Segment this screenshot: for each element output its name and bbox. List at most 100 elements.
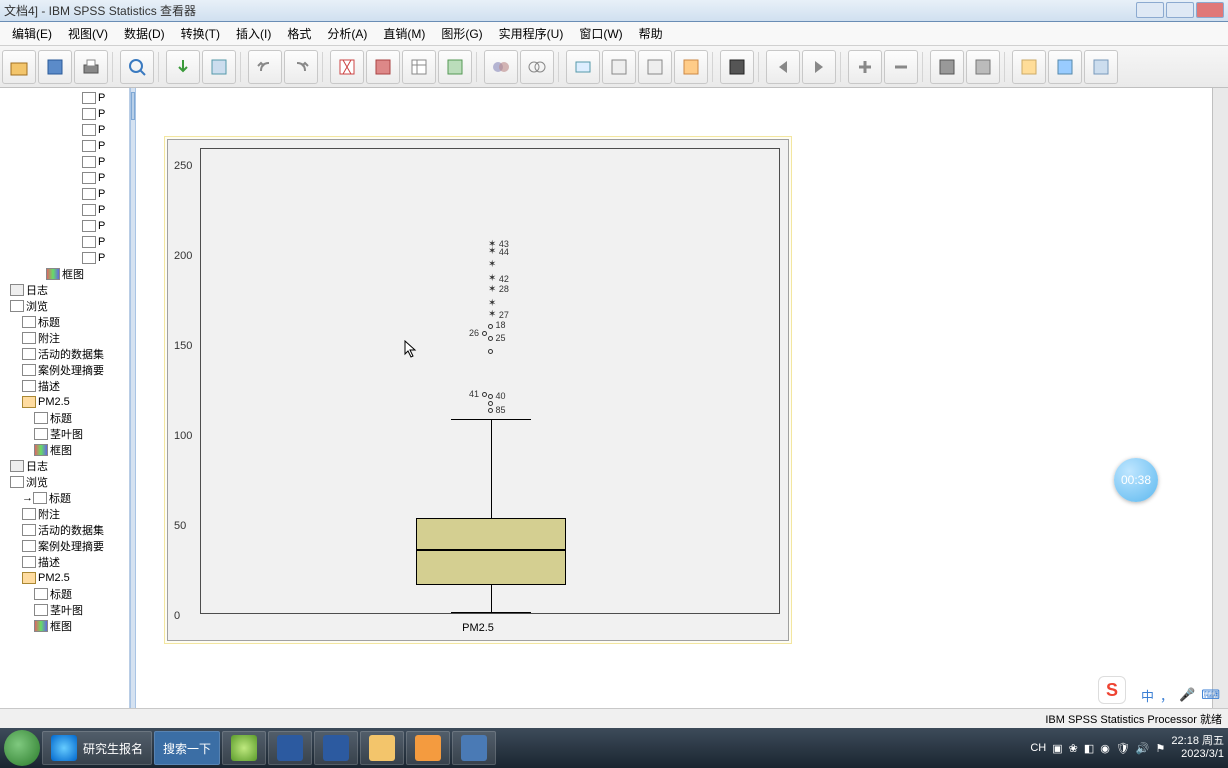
tray-icon[interactable]: ❀ bbox=[1069, 742, 1078, 755]
zoom-in-button[interactable] bbox=[848, 50, 882, 84]
menu-format[interactable]: 格式 bbox=[279, 25, 319, 42]
tray-icon[interactable]: 🔊 bbox=[1136, 742, 1150, 755]
tb-misc5[interactable] bbox=[1084, 50, 1118, 84]
insert-text-button[interactable] bbox=[566, 50, 600, 84]
sogou-ime-icon[interactable]: S bbox=[1098, 676, 1126, 704]
menu-analyze[interactable]: 分析(A) bbox=[319, 25, 375, 42]
tree-activeds2[interactable]: 活动的数据集 bbox=[38, 522, 104, 538]
menu-transform[interactable]: 转换(T) bbox=[173, 25, 228, 42]
tree-pm25[interactable]: PM2.5 bbox=[38, 396, 70, 408]
tree-desc2[interactable]: 描述 bbox=[38, 554, 60, 570]
run-button[interactable] bbox=[674, 50, 708, 84]
menu-directmarketing[interactable]: 直销(M) bbox=[375, 25, 433, 42]
tree-stemleaf[interactable]: 茎叶图 bbox=[50, 426, 83, 442]
redo-button[interactable] bbox=[284, 50, 318, 84]
tree-explore[interactable]: 浏览 bbox=[26, 298, 48, 314]
tree-item[interactable]: P bbox=[0, 234, 129, 250]
ime-voice-icon[interactable]: 🎤 bbox=[1179, 687, 1195, 703]
tree-note2[interactable]: 附注 bbox=[38, 506, 60, 522]
tb-misc1[interactable] bbox=[930, 50, 964, 84]
taskbar-explorer[interactable] bbox=[360, 731, 404, 765]
tree-item[interactable]: P bbox=[0, 138, 129, 154]
save-button[interactable] bbox=[38, 50, 72, 84]
tb-misc3[interactable] bbox=[1012, 50, 1046, 84]
taskbar-search[interactable]: 搜索一下 bbox=[154, 731, 220, 765]
ime-bar[interactable]: 中 ， 🎤 ⌨ bbox=[1141, 684, 1220, 706]
tree-subtitle[interactable]: 标题 bbox=[50, 410, 72, 426]
tree-log[interactable]: 日志 bbox=[26, 282, 48, 298]
tree-stemleaf2[interactable]: 茎叶图 bbox=[50, 602, 83, 618]
outline-tree[interactable]: PPPPPPPPPPP 框图 日志 浏览 标题 附注 活动的数据集 案例处理摘要… bbox=[0, 88, 130, 728]
tree-note[interactable]: 附注 bbox=[38, 330, 60, 346]
tree-boxplot-sub2[interactable]: 框图 bbox=[50, 618, 72, 634]
system-tray[interactable]: CH ▣ ❀ ◧ ◉ 🛡 🔊 ⚑ 22:18 周五 2023/3/1 bbox=[1030, 735, 1224, 761]
tree-casesum2[interactable]: 案例处理摘要 bbox=[38, 538, 104, 554]
taskbar-app1[interactable] bbox=[222, 731, 266, 765]
tray-icon[interactable]: 🛡 bbox=[1116, 742, 1130, 755]
preview-button[interactable] bbox=[120, 50, 154, 84]
menu-edit[interactable]: 编辑(E) bbox=[4, 25, 60, 42]
tree-title2[interactable]: 标题 bbox=[49, 490, 71, 506]
insert-title-button[interactable] bbox=[520, 50, 554, 84]
menu-window[interactable]: 窗口(W) bbox=[571, 25, 630, 42]
tree-item[interactable]: P bbox=[0, 186, 129, 202]
tb-misc2[interactable] bbox=[966, 50, 1000, 84]
maximize-button[interactable] bbox=[1166, 2, 1194, 18]
tray-icon[interactable]: ▣ bbox=[1052, 742, 1062, 755]
forward-button[interactable] bbox=[802, 50, 836, 84]
tree-explore2[interactable]: 浏览 bbox=[26, 474, 48, 490]
insert-heading-button[interactable] bbox=[484, 50, 518, 84]
tree-item[interactable]: P bbox=[0, 202, 129, 218]
menu-insert[interactable]: 插入(I) bbox=[228, 25, 279, 42]
tray-clock[interactable]: 22:18 周五 2023/3/1 bbox=[1171, 735, 1224, 761]
designate-window-button[interactable] bbox=[720, 50, 754, 84]
tray-ime[interactable]: CH bbox=[1030, 742, 1046, 754]
ime-keyboard-icon[interactable]: ⌨ bbox=[1201, 687, 1220, 703]
print-button[interactable] bbox=[74, 50, 108, 84]
tb-misc4[interactable] bbox=[1048, 50, 1082, 84]
taskbar-media[interactable] bbox=[406, 731, 450, 765]
tray-icon[interactable]: ⚑ bbox=[1156, 742, 1166, 755]
taskbar-app2[interactable] bbox=[268, 731, 312, 765]
goto-case-button[interactable] bbox=[366, 50, 400, 84]
tree-item[interactable]: P bbox=[0, 106, 129, 122]
back-button[interactable] bbox=[766, 50, 800, 84]
tree-boxplot-sub[interactable]: 框图 bbox=[50, 442, 72, 458]
menu-help[interactable]: 帮助 bbox=[631, 25, 671, 42]
timer-bubble[interactable]: 00:38 bbox=[1114, 458, 1158, 502]
tree-item[interactable]: P bbox=[0, 154, 129, 170]
minimize-button[interactable] bbox=[1136, 2, 1164, 18]
export-button[interactable] bbox=[166, 50, 200, 84]
taskbar-app3[interactable] bbox=[314, 731, 358, 765]
demote-button[interactable] bbox=[638, 50, 672, 84]
tree-boxplot[interactable]: 框图 bbox=[62, 266, 84, 282]
taskbar-spss[interactable] bbox=[452, 731, 496, 765]
menu-data[interactable]: 数据(D) bbox=[116, 25, 173, 42]
tree-casesum[interactable]: 案例处理摘要 bbox=[38, 362, 104, 378]
menu-graphs[interactable]: 图形(G) bbox=[433, 25, 490, 42]
tree-desc[interactable]: 描述 bbox=[38, 378, 60, 394]
recall-button[interactable] bbox=[202, 50, 236, 84]
menu-utilities[interactable]: 实用程序(U) bbox=[491, 25, 572, 42]
start-button[interactable] bbox=[4, 730, 40, 766]
tree-item[interactable]: P bbox=[0, 250, 129, 266]
tray-icon[interactable]: ◧ bbox=[1084, 742, 1094, 755]
goto-data-button[interactable] bbox=[330, 50, 364, 84]
undo-button[interactable] bbox=[248, 50, 282, 84]
taskbar-ie[interactable]: 研究生报名 bbox=[42, 731, 152, 765]
tree-pm25-2[interactable]: PM2.5 bbox=[38, 572, 70, 584]
chart-container[interactable]: ✶ 43✶ 44✶ ✶ 42✶ 28✶ ✶ 27 1826 25 41 40 8… bbox=[164, 136, 792, 644]
tree-item[interactable]: P bbox=[0, 90, 129, 106]
ime-punct-icon[interactable]: ， bbox=[1160, 686, 1173, 705]
menu-view[interactable]: 视图(V) bbox=[60, 25, 116, 42]
tree-title[interactable]: 标题 bbox=[38, 314, 60, 330]
tree-subtitle2[interactable]: 标题 bbox=[50, 586, 72, 602]
tree-activeds[interactable]: 活动的数据集 bbox=[38, 346, 104, 362]
ime-lang-icon[interactable]: 中 bbox=[1141, 686, 1154, 705]
tree-item[interactable]: P bbox=[0, 170, 129, 186]
promote-button[interactable] bbox=[602, 50, 636, 84]
tree-log2[interactable]: 日志 bbox=[26, 458, 48, 474]
tree-item[interactable]: P bbox=[0, 218, 129, 234]
open-button[interactable] bbox=[2, 50, 36, 84]
tray-icon[interactable]: ◉ bbox=[1100, 742, 1110, 755]
